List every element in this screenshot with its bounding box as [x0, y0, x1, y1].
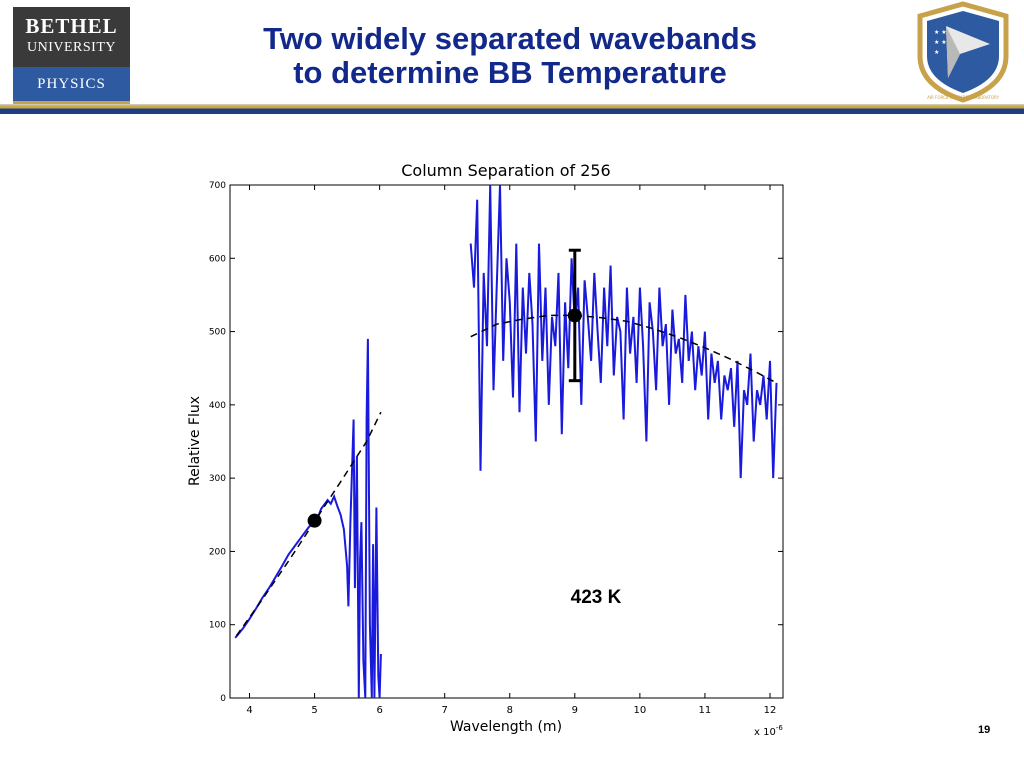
x-tick-label: 9	[572, 705, 578, 716]
y-tick-label: 200	[209, 547, 226, 557]
logo-line-bethel: BETHEL	[25, 14, 118, 38]
y-tick-label: 100	[209, 621, 226, 631]
slide-title-line-1: Two widely separated wavebands	[263, 21, 757, 56]
y-tick-label: 700	[209, 181, 226, 191]
svg-text:★ ★: ★ ★	[934, 39, 947, 46]
y-tick-label: 300	[209, 474, 226, 484]
header-rule	[0, 104, 1024, 114]
x-tick-label: 4	[246, 705, 252, 716]
y-tick-label: 500	[209, 328, 226, 338]
bethel-physics-logo: BETHEL UNIVERSITY PHYSICS	[13, 7, 130, 104]
x-tick-label: 12	[764, 705, 777, 716]
svg-text:★ ★: ★ ★	[934, 29, 947, 36]
x-tick-label: 6	[376, 705, 382, 716]
y-axis-label: Relative Flux	[187, 396, 203, 486]
afrl-shield-logo: ★ ★ ★ ★ ★ AIR FORCE RESEARCH LABORATORY	[917, 1, 1009, 103]
x-tick-label: 10	[634, 705, 647, 716]
data-marker	[567, 308, 582, 323]
axis-ticks: 4 5 6 7 8 9 10 11 12 0 100 200 300 400 500 600 700	[209, 181, 783, 716]
x-tick-label: 5	[311, 705, 317, 716]
slide-title-line-2: to determine BB Temperature	[293, 55, 727, 90]
fit-curve-3	[470, 314, 777, 384]
x-tick-label: 8	[507, 705, 513, 716]
logo-line-physics: PHYSICS	[13, 67, 130, 101]
x-exponent-power: -6	[776, 724, 784, 732]
x-exponent-label: x 10-6	[754, 724, 783, 738]
afrl-seal-text: AIR FORCE RESEARCH LABORATORY	[927, 95, 999, 100]
x-tick-label: 11	[699, 705, 712, 716]
page-number: 19	[978, 724, 991, 736]
y-tick-label: 400	[209, 401, 226, 411]
y-tick-label: 600	[209, 254, 226, 264]
measured-series-1	[469, 185, 778, 479]
y-tick-label: 0	[220, 694, 226, 704]
x-exponent-base: x 10	[754, 727, 776, 738]
temperature-annotation: 423 K	[571, 587, 622, 608]
logo-line-university: UNIVERSITY	[27, 40, 116, 55]
marks-layer	[307, 248, 582, 528]
data-marker	[307, 513, 322, 528]
slide-title: Two widely separated wavebands to determ…	[200, 22, 820, 90]
x-tick-label: 7	[442, 705, 448, 716]
x-axis-label: Wavelength (m)	[450, 719, 562, 735]
measured-series-0	[234, 338, 382, 698]
svg-text:★: ★	[934, 49, 939, 56]
chart-title: Column Separation of 256	[401, 161, 610, 180]
